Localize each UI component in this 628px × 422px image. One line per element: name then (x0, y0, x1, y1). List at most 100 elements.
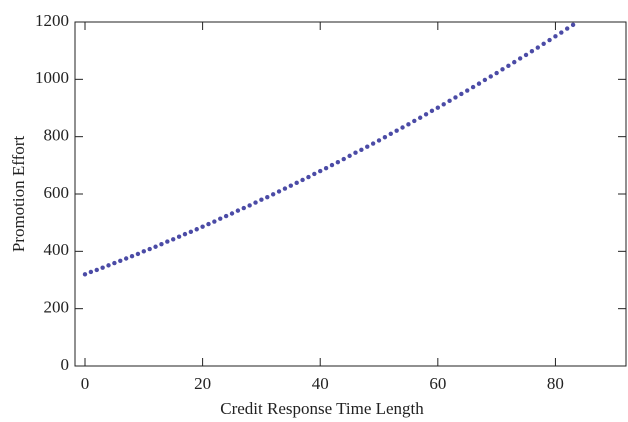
point (417, 115, 423, 120)
point (82, 272, 88, 277)
point (176, 234, 182, 239)
point (494, 70, 499, 76)
point (465, 88, 470, 93)
point (141, 249, 147, 254)
point (347, 153, 352, 159)
point (259, 197, 264, 202)
plot-frame (74, 21, 627, 367)
point (318, 168, 323, 174)
point (523, 52, 529, 58)
point (341, 156, 346, 162)
point (235, 208, 241, 213)
x-tick-label: 0 (81, 374, 90, 393)
point (270, 192, 276, 197)
point (241, 205, 246, 211)
point (118, 258, 123, 263)
point (382, 135, 388, 140)
point (306, 174, 311, 180)
point (312, 171, 317, 177)
point (94, 267, 99, 273)
point (265, 194, 270, 200)
point (276, 189, 282, 194)
point (447, 98, 452, 104)
point (300, 177, 305, 183)
y-tick-label: 600 (44, 183, 70, 202)
x-tick-label: 60 (429, 374, 446, 393)
point (123, 256, 129, 261)
point (459, 91, 464, 97)
point (218, 216, 223, 221)
point (153, 244, 158, 249)
point (506, 63, 511, 69)
point (106, 263, 111, 268)
x-tick-label: 20 (194, 374, 211, 393)
x-tick-label: 80 (547, 374, 564, 393)
point (541, 41, 546, 46)
point (223, 213, 229, 219)
point (182, 231, 188, 237)
point (165, 239, 170, 244)
point (88, 269, 94, 275)
y-tick-label: 0 (61, 355, 70, 374)
point (282, 186, 288, 191)
y-tick-label: 800 (44, 126, 70, 145)
point (394, 128, 399, 133)
y-tick-label: 400 (44, 240, 70, 259)
point (359, 147, 364, 153)
point (435, 105, 441, 110)
x-axis-label: Credit Response Time Length (220, 399, 424, 418)
point (412, 118, 417, 124)
point (429, 108, 435, 114)
point (112, 260, 117, 266)
point (535, 45, 540, 50)
point (323, 166, 329, 171)
point (353, 150, 358, 155)
point (370, 141, 376, 146)
point (423, 112, 429, 117)
point (406, 122, 411, 127)
point (453, 95, 458, 100)
point (553, 34, 558, 39)
point (100, 265, 105, 270)
point (400, 125, 405, 130)
point (253, 200, 258, 205)
point (365, 144, 370, 149)
y-tick-label: 200 (44, 298, 70, 317)
point (564, 26, 570, 31)
point (441, 102, 446, 107)
y-axis-label: Promotion Effort (9, 136, 28, 253)
point (512, 59, 517, 65)
point (376, 138, 382, 143)
point (388, 131, 393, 136)
point (500, 67, 505, 72)
point (147, 246, 152, 252)
point (129, 254, 135, 259)
point (194, 227, 199, 232)
point (482, 77, 488, 83)
point (188, 229, 194, 235)
point (288, 183, 294, 188)
point (559, 30, 564, 35)
point (470, 84, 476, 90)
point (159, 241, 164, 247)
x-tick-label: 40 (312, 374, 329, 393)
y-tick-label: 1000 (35, 68, 69, 87)
point (247, 203, 252, 208)
point (135, 251, 141, 257)
point (329, 162, 335, 168)
point (171, 237, 176, 242)
y-tick-label: 1200 (35, 11, 69, 30)
point (294, 180, 299, 186)
point (570, 22, 576, 28)
point (229, 211, 235, 216)
point (200, 224, 205, 229)
point (517, 56, 523, 61)
point (335, 159, 341, 165)
point (488, 74, 493, 79)
point (212, 219, 217, 224)
point (529, 49, 535, 54)
point (547, 37, 552, 43)
point (206, 221, 211, 227)
point (476, 81, 482, 86)
